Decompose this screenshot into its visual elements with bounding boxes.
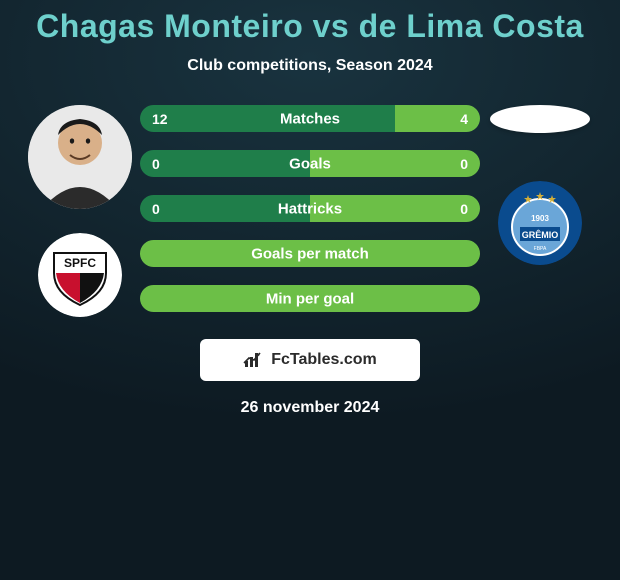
bar-value-right: 0 <box>460 156 468 172</box>
player1-avatar-svg <box>28 105 132 209</box>
player2-club-badge: 1903 GRÊMIO FBPA <box>498 181 582 265</box>
player1-avatar-placeholder <box>28 105 132 209</box>
watermark: FcTables.com <box>200 339 420 381</box>
content: Chagas Monteiro vs de Lima Costa Club co… <box>0 0 620 580</box>
page-title: Chagas Monteiro vs de Lima Costa <box>36 8 584 45</box>
player1-column: SPFC <box>20 105 140 317</box>
bar-value-right: 0 <box>460 201 468 217</box>
bar-value-right: 4 <box>460 111 468 127</box>
stat-bar: Goals per match <box>140 240 480 267</box>
spfc-text: SPFC <box>64 256 96 270</box>
gremio-text: GRÊMIO <box>522 229 559 240</box>
stat-bar: Goals 0 0 <box>140 150 480 177</box>
bar-label: Min per goal <box>266 290 354 307</box>
bar-label: Goals per match <box>251 245 369 262</box>
watermark-text: FcTables.com <box>271 351 377 369</box>
bar-value-left: 12 <box>152 111 168 127</box>
subtitle: Club competitions, Season 2024 <box>187 57 432 75</box>
date: 26 november 2024 <box>241 399 380 417</box>
bar-fill-left <box>140 105 395 132</box>
player2-column: 1903 GRÊMIO FBPA <box>480 105 600 265</box>
main-row: SPFC Matches 12 4 Goals 0 0 Hattricks 0 0 Goals p… <box>0 105 620 317</box>
gremio-year: 1903 <box>531 214 549 223</box>
bar-fill-left <box>140 150 310 177</box>
stat-bar: Hattricks 0 0 <box>140 195 480 222</box>
bar-label: Matches <box>280 110 340 127</box>
bar-value-left: 0 <box>152 201 160 217</box>
player2-avatar-ellipse <box>490 105 590 133</box>
bar-label: Goals <box>289 155 331 172</box>
bar-fill-right <box>310 150 480 177</box>
comparison-bars: Matches 12 4 Goals 0 0 Hattricks 0 0 Goals per ma… <box>140 105 480 312</box>
bar-value-left: 0 <box>152 156 160 172</box>
player1-avatar <box>28 105 132 209</box>
spfc-badge-svg: SPFC <box>38 233 122 317</box>
player1-club-badge: SPFC <box>38 233 122 317</box>
stat-bar: Min per goal <box>140 285 480 312</box>
gremio-badge-svg: 1903 GRÊMIO FBPA <box>498 181 582 265</box>
chart-icon <box>243 351 265 369</box>
bar-label: Hattricks <box>278 200 342 217</box>
stat-bar: Matches 12 4 <box>140 105 480 132</box>
svg-text:FBPA: FBPA <box>534 246 547 252</box>
